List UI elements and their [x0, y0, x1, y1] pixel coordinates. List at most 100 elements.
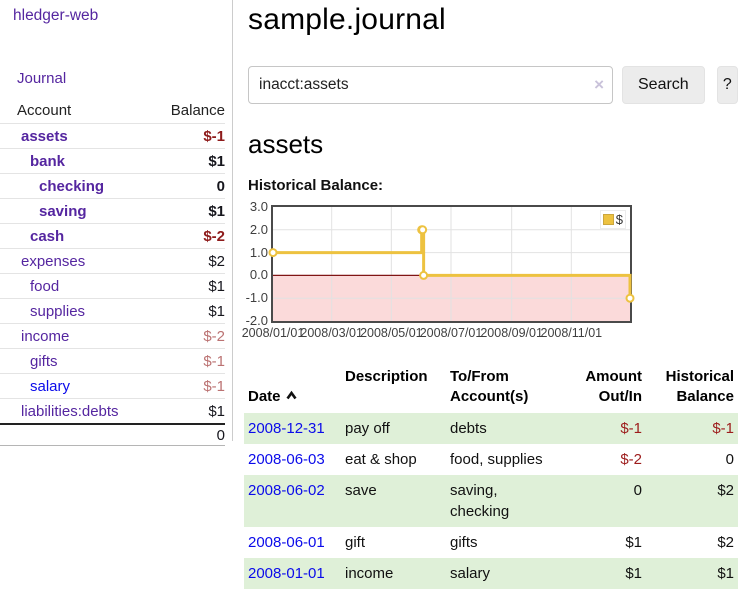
account-row: liabilities:debts $1: [0, 398, 225, 423]
transaction-accounts: debts: [450, 420, 487, 437]
transaction-amount: $1: [625, 534, 642, 551]
page-title: sample.journal: [248, 3, 446, 36]
x-axis-tick-label: 2008/05/01: [360, 326, 423, 340]
transaction-date-link[interactable]: 2008-01-01: [248, 565, 325, 582]
account-tree-total-row: 0: [0, 423, 225, 446]
legend-label: $: [615, 212, 623, 227]
transaction-accounts: saving, checking: [450, 482, 510, 520]
account-link[interactable]: salary: [30, 377, 71, 395]
transaction-balance: $2: [717, 534, 734, 551]
account-link[interactable]: income: [21, 327, 70, 345]
search-button[interactable]: Search: [622, 66, 705, 104]
account-link[interactable]: cash: [30, 227, 65, 245]
balance-line-chart: [268, 207, 635, 321]
transaction-accounts: gifts: [450, 534, 478, 551]
search-input[interactable]: [248, 66, 613, 104]
transaction-amount: $1: [625, 565, 642, 582]
account-balance: $-1: [203, 127, 225, 145]
transaction-date-cell: 2008-12-31: [244, 413, 341, 444]
transaction-date-cell: 2008-06-03: [244, 444, 341, 475]
search-box: ×: [248, 66, 613, 104]
x-axis-tick-label: 2008/07/01: [419, 326, 483, 340]
transaction-balance: 0: [725, 451, 734, 468]
register-row: 2008-06-01 gift gifts $1 $2: [244, 527, 738, 558]
account-balance: $2: [208, 252, 225, 270]
transaction-balance: $1: [717, 565, 734, 582]
account-balance: $1: [208, 152, 225, 170]
account-balance: $-2: [203, 227, 225, 245]
account-row: income $-2: [0, 323, 225, 348]
transaction-balance: $-1: [712, 420, 734, 437]
x-axis-tick-label: 2008/11/01: [540, 326, 603, 340]
y-axis-tick-label: -2.0: [245, 313, 268, 328]
account-row: salary $-1: [0, 373, 225, 398]
account-tree: Account Balance assets $-1 bank $1 check…: [0, 100, 225, 446]
transaction-date-cell: 2008-06-02: [244, 475, 341, 527]
account-balance: $-1: [203, 377, 225, 395]
account-balance: 0: [216, 177, 225, 195]
account-link[interactable]: supplies: [30, 302, 86, 320]
account-row: bank $1: [0, 148, 225, 173]
transaction-amount: $-1: [620, 420, 642, 437]
account-balance: $1: [208, 277, 225, 295]
transaction-amount: $-2: [620, 451, 642, 468]
chart-plot-area: $: [268, 205, 635, 323]
account-row: cash $-2: [0, 223, 225, 248]
account-link[interactable]: saving: [39, 202, 87, 220]
account-link[interactable]: food: [30, 277, 60, 295]
y-axis-tick-label: 3.0: [249, 199, 268, 214]
transaction-date-link[interactable]: 2008-06-03: [248, 451, 325, 468]
account-row: checking 0: [0, 173, 225, 198]
account-balance: $1: [208, 202, 225, 220]
account-balance: $1: [208, 302, 225, 320]
register-row: 2008-12-31 pay off debts $-1 $-1: [244, 413, 738, 444]
transaction-accounts: salary: [450, 565, 491, 582]
sidebar: hledger-web Journal Account Balance asse…: [0, 0, 233, 446]
main-content: sample.journal × Search ? assets Histori…: [242, 0, 738, 589]
transaction-description: eat & shop: [345, 451, 417, 468]
transaction-date-link[interactable]: 2008-06-01: [248, 534, 325, 551]
balance-column-header: Balance: [170, 102, 225, 119]
account-column-header: Account: [17, 102, 72, 119]
transaction-date-link[interactable]: 2008-06-02: [248, 482, 325, 499]
transaction-description: save: [345, 482, 377, 499]
register-row: 2008-01-01 income salary $1 $1: [244, 558, 738, 589]
transaction-description: gift: [345, 534, 366, 551]
transaction-description: pay off: [345, 420, 390, 437]
account-link[interactable]: bank: [30, 152, 66, 170]
account-link[interactable]: assets: [21, 127, 68, 145]
account-link[interactable]: liabilities:debts: [21, 402, 119, 420]
x-axis-tick-label: 2008/03/01: [300, 326, 363, 340]
search-form: × Search ?: [248, 66, 738, 104]
help-button[interactable]: ?: [716, 66, 738, 104]
account-balance: $1: [208, 402, 225, 420]
account-row: food $1: [0, 273, 225, 298]
register-table: Date Description To/From Account(s) Amou…: [244, 365, 738, 589]
y-axis-tick-label: 1.0: [249, 244, 268, 260]
app-title-link[interactable]: hledger-web: [13, 7, 99, 24]
chart-title: Historical Balance:: [248, 177, 384, 194]
account-heading: assets: [248, 129, 324, 159]
account-row: saving $1: [0, 198, 225, 223]
y-axis-tick-label: -1.0: [245, 290, 268, 306]
register-row: 2008-06-02 save saving, checking 0 $2: [244, 475, 738, 527]
account-link[interactable]: gifts: [30, 352, 58, 370]
transaction-accounts: food, supplies: [450, 451, 543, 468]
register-row: 2008-06-03 eat & shop food, supplies $-2…: [244, 444, 738, 475]
account-row: expenses $2: [0, 248, 225, 273]
clear-search-icon[interactable]: ×: [594, 75, 604, 94]
account-balance: $-1: [203, 352, 225, 370]
transaction-balance: $2: [717, 482, 734, 499]
chart-legend: $: [599, 210, 626, 229]
account-link[interactable]: checking: [39, 177, 105, 195]
column-header-date[interactable]: Date: [244, 365, 341, 413]
account-tree-header: Account Balance: [0, 100, 225, 123]
y-axis-tick-label: 0.0: [249, 267, 268, 283]
account-row: assets $-1: [0, 123, 225, 148]
historical-balance-chart: 3.0 2.0 1.0 0.0 -1.0 -2.0 $ 2008/01/01 2008/03…: [242, 199, 738, 350]
account-row: supplies $1: [0, 298, 225, 323]
transaction-date-link[interactable]: 2008-12-31: [248, 420, 325, 437]
total-balance: 0: [216, 426, 225, 444]
account-link[interactable]: expenses: [21, 252, 86, 270]
sidebar-item-journal[interactable]: Journal: [17, 70, 67, 87]
